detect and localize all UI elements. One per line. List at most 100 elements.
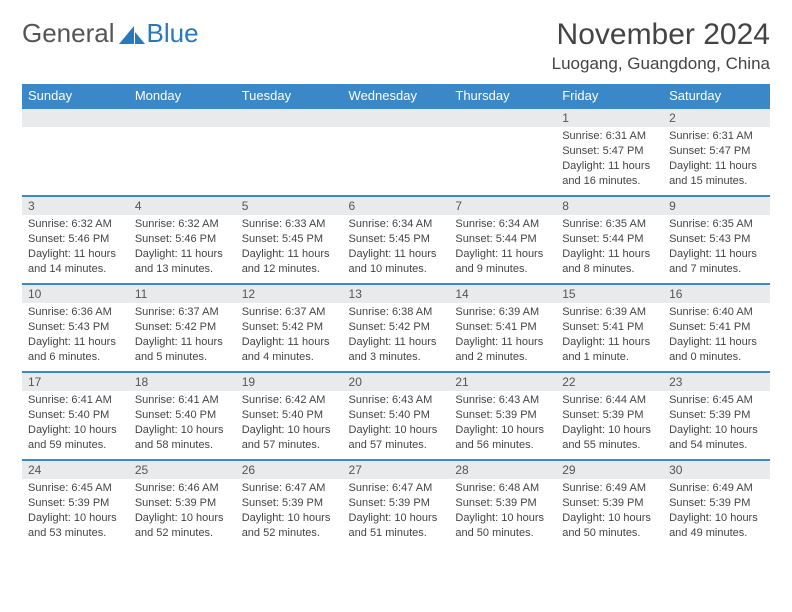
sunset-text: Sunset: 5:41 PM bbox=[455, 320, 550, 335]
day-number-empty bbox=[236, 109, 343, 127]
day-body: Sunrise: 6:40 AMSunset: 5:41 PMDaylight:… bbox=[663, 303, 770, 368]
month-title: November 2024 bbox=[552, 18, 770, 52]
day-number: 8 bbox=[556, 197, 663, 215]
calendar-day-cell: 26Sunrise: 6:47 AMSunset: 5:39 PMDayligh… bbox=[236, 460, 343, 548]
brand-logo: General Blue bbox=[22, 18, 199, 49]
day-number: 28 bbox=[449, 461, 556, 479]
sunrise-text: Sunrise: 6:42 AM bbox=[242, 393, 337, 408]
day-body: Sunrise: 6:37 AMSunset: 5:42 PMDaylight:… bbox=[236, 303, 343, 368]
location: Luogang, Guangdong, China bbox=[552, 54, 770, 74]
calendar-day-cell: 16Sunrise: 6:40 AMSunset: 5:41 PMDayligh… bbox=[663, 284, 770, 372]
day-number: 15 bbox=[556, 285, 663, 303]
calendar-day-cell: 11Sunrise: 6:37 AMSunset: 5:42 PMDayligh… bbox=[129, 284, 236, 372]
sunset-text: Sunset: 5:40 PM bbox=[135, 408, 230, 423]
calendar-week-row: 3Sunrise: 6:32 AMSunset: 5:46 PMDaylight… bbox=[22, 196, 770, 284]
calendar-day-cell: 13Sunrise: 6:38 AMSunset: 5:42 PMDayligh… bbox=[343, 284, 450, 372]
day-body: Sunrise: 6:45 AMSunset: 5:39 PMDaylight:… bbox=[22, 479, 129, 544]
sunset-text: Sunset: 5:39 PM bbox=[135, 496, 230, 511]
daylight-text: Daylight: 10 hours and 53 minutes. bbox=[28, 511, 123, 541]
calendar-day-cell: 20Sunrise: 6:43 AMSunset: 5:40 PMDayligh… bbox=[343, 372, 450, 460]
daylight-text: Daylight: 10 hours and 58 minutes. bbox=[135, 423, 230, 453]
day-body: Sunrise: 6:35 AMSunset: 5:44 PMDaylight:… bbox=[556, 215, 663, 280]
sunset-text: Sunset: 5:42 PM bbox=[135, 320, 230, 335]
sunrise-text: Sunrise: 6:44 AM bbox=[562, 393, 657, 408]
day-number: 14 bbox=[449, 285, 556, 303]
sunrise-text: Sunrise: 6:33 AM bbox=[242, 217, 337, 232]
calendar-day-cell: 4Sunrise: 6:32 AMSunset: 5:46 PMDaylight… bbox=[129, 196, 236, 284]
sunrise-text: Sunrise: 6:31 AM bbox=[669, 129, 764, 144]
day-body: Sunrise: 6:35 AMSunset: 5:43 PMDaylight:… bbox=[663, 215, 770, 280]
sunset-text: Sunset: 5:46 PM bbox=[28, 232, 123, 247]
day-number: 30 bbox=[663, 461, 770, 479]
sunrise-text: Sunrise: 6:45 AM bbox=[669, 393, 764, 408]
day-number-empty bbox=[343, 109, 450, 127]
header: General Blue November 2024 Luogang, Guan… bbox=[22, 18, 770, 74]
day-number: 7 bbox=[449, 197, 556, 215]
sail-icon bbox=[119, 24, 145, 44]
day-number-empty bbox=[22, 109, 129, 127]
day-number: 19 bbox=[236, 373, 343, 391]
sunrise-text: Sunrise: 6:47 AM bbox=[242, 481, 337, 496]
daylight-text: Daylight: 11 hours and 3 minutes. bbox=[349, 335, 444, 365]
sunrise-text: Sunrise: 6:38 AM bbox=[349, 305, 444, 320]
daylight-text: Daylight: 11 hours and 12 minutes. bbox=[242, 247, 337, 277]
day-number: 6 bbox=[343, 197, 450, 215]
weekday-header: Sunday bbox=[22, 84, 129, 108]
calendar-day-cell bbox=[22, 108, 129, 196]
sunset-text: Sunset: 5:39 PM bbox=[562, 496, 657, 511]
calendar-day-cell: 5Sunrise: 6:33 AMSunset: 5:45 PMDaylight… bbox=[236, 196, 343, 284]
calendar-day-cell: 24Sunrise: 6:45 AMSunset: 5:39 PMDayligh… bbox=[22, 460, 129, 548]
sunrise-text: Sunrise: 6:40 AM bbox=[669, 305, 764, 320]
sunrise-text: Sunrise: 6:37 AM bbox=[135, 305, 230, 320]
day-number: 25 bbox=[129, 461, 236, 479]
day-number: 3 bbox=[22, 197, 129, 215]
calendar-day-cell bbox=[343, 108, 450, 196]
day-body: Sunrise: 6:45 AMSunset: 5:39 PMDaylight:… bbox=[663, 391, 770, 456]
calendar-day-cell bbox=[129, 108, 236, 196]
title-block: November 2024 Luogang, Guangdong, China bbox=[552, 18, 770, 74]
calendar-week-row: 17Sunrise: 6:41 AMSunset: 5:40 PMDayligh… bbox=[22, 372, 770, 460]
sunset-text: Sunset: 5:41 PM bbox=[669, 320, 764, 335]
sunrise-text: Sunrise: 6:35 AM bbox=[562, 217, 657, 232]
daylight-text: Daylight: 11 hours and 9 minutes. bbox=[455, 247, 550, 277]
sunrise-text: Sunrise: 6:34 AM bbox=[349, 217, 444, 232]
daylight-text: Daylight: 11 hours and 14 minutes. bbox=[28, 247, 123, 277]
sunset-text: Sunset: 5:39 PM bbox=[669, 408, 764, 423]
day-body: Sunrise: 6:44 AMSunset: 5:39 PMDaylight:… bbox=[556, 391, 663, 456]
calendar-day-cell: 6Sunrise: 6:34 AMSunset: 5:45 PMDaylight… bbox=[343, 196, 450, 284]
sunset-text: Sunset: 5:39 PM bbox=[28, 496, 123, 511]
day-body: Sunrise: 6:42 AMSunset: 5:40 PMDaylight:… bbox=[236, 391, 343, 456]
day-body: Sunrise: 6:38 AMSunset: 5:42 PMDaylight:… bbox=[343, 303, 450, 368]
sunset-text: Sunset: 5:44 PM bbox=[562, 232, 657, 247]
day-number: 16 bbox=[663, 285, 770, 303]
daylight-text: Daylight: 10 hours and 56 minutes. bbox=[455, 423, 550, 453]
calendar-day-cell: 3 Sunrise: 6:32 AMSunset: 5:46 PMDaylight… bbox=[22, 196, 129, 284]
daylight-text: Daylight: 10 hours and 50 minutes. bbox=[455, 511, 550, 541]
sunrise-text: Sunrise: 6:31 AM bbox=[562, 129, 657, 144]
sunrise-text: Sunrise: 6:32 AM bbox=[28, 217, 123, 232]
sunrise-text: Sunrise: 6:39 AM bbox=[562, 305, 657, 320]
sunset-text: Sunset: 5:45 PM bbox=[349, 232, 444, 247]
day-body: Sunrise: 6:34 AMSunset: 5:45 PMDaylight:… bbox=[343, 215, 450, 280]
day-number: 27 bbox=[343, 461, 450, 479]
day-body: Sunrise: 6:39 AMSunset: 5:41 PMDaylight:… bbox=[556, 303, 663, 368]
daylight-text: Daylight: 10 hours and 57 minutes. bbox=[349, 423, 444, 453]
sunset-text: Sunset: 5:43 PM bbox=[669, 232, 764, 247]
sunrise-text: Sunrise: 6:32 AM bbox=[135, 217, 230, 232]
calendar-day-cell: 2Sunrise: 6:31 AMSunset: 5:47 PMDaylight… bbox=[663, 108, 770, 196]
day-number: 18 bbox=[129, 373, 236, 391]
calendar-table: Sunday Monday Tuesday Wednesday Thursday… bbox=[22, 84, 770, 548]
calendar-day-cell bbox=[449, 108, 556, 196]
sunset-text: Sunset: 5:40 PM bbox=[242, 408, 337, 423]
calendar-day-cell: 30Sunrise: 6:49 AMSunset: 5:39 PMDayligh… bbox=[663, 460, 770, 548]
daylight-text: Daylight: 11 hours and 8 minutes. bbox=[562, 247, 657, 277]
calendar-day-cell: 19Sunrise: 6:42 AMSunset: 5:40 PMDayligh… bbox=[236, 372, 343, 460]
sunset-text: Sunset: 5:44 PM bbox=[455, 232, 550, 247]
calendar-day-cell: 22Sunrise: 6:44 AMSunset: 5:39 PMDayligh… bbox=[556, 372, 663, 460]
sunset-text: Sunset: 5:39 PM bbox=[242, 496, 337, 511]
daylight-text: Daylight: 11 hours and 5 minutes. bbox=[135, 335, 230, 365]
calendar-day-cell: 7Sunrise: 6:34 AMSunset: 5:44 PMDaylight… bbox=[449, 196, 556, 284]
daylight-text: Daylight: 10 hours and 52 minutes. bbox=[135, 511, 230, 541]
day-number: 29 bbox=[556, 461, 663, 479]
sunset-text: Sunset: 5:39 PM bbox=[455, 496, 550, 511]
